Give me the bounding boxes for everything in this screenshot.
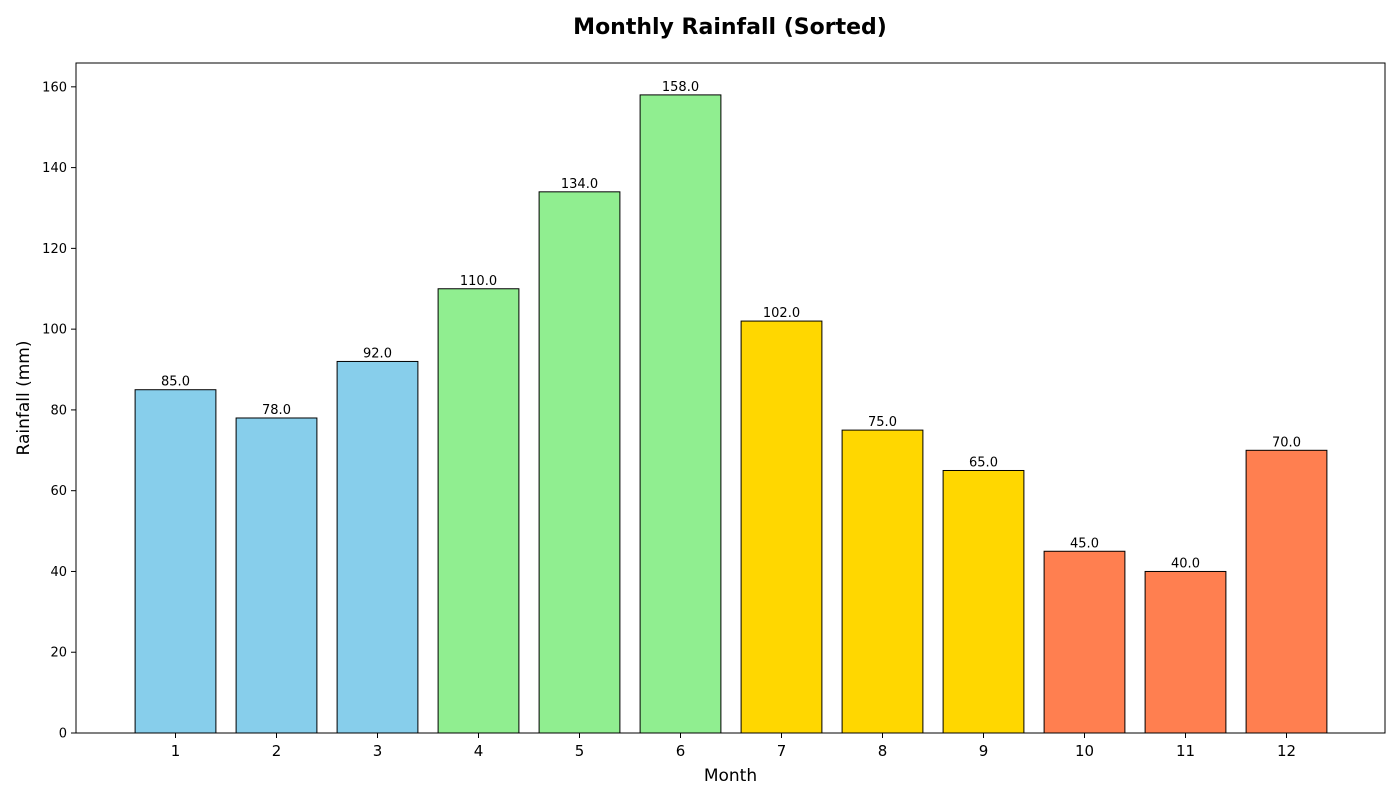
bar-month-3 bbox=[336, 360, 419, 734]
x-tick-label: 7 bbox=[777, 742, 787, 760]
bar-month-9 bbox=[942, 469, 1025, 734]
x-tick-label: 12 bbox=[1277, 742, 1296, 760]
bar-value-label: 92.0 bbox=[363, 346, 392, 361]
bar-month-10 bbox=[1043, 550, 1126, 734]
x-tick-label: 8 bbox=[878, 742, 888, 760]
bar-month-2 bbox=[235, 417, 318, 734]
plot-area-frame bbox=[75, 62, 1386, 734]
bar-value-label: 45.0 bbox=[1070, 536, 1099, 551]
bar-value-label: 102.0 bbox=[763, 306, 800, 321]
y-axis: 0 20 40 60 80 100 120 140 160 bbox=[42, 80, 76, 742]
x-tick-label: 4 bbox=[474, 742, 484, 760]
bar-value-label: 40.0 bbox=[1171, 556, 1200, 571]
x-tick-label: 9 bbox=[979, 742, 989, 760]
bar-value-label: 65.0 bbox=[969, 455, 998, 470]
bar-value-label: 70.0 bbox=[1272, 435, 1301, 450]
x-tick-label: 3 bbox=[373, 742, 383, 760]
x-tick-label: 2 bbox=[272, 742, 282, 760]
y-tick-label: 40 bbox=[50, 565, 67, 580]
x-tick-label: 5 bbox=[575, 742, 585, 760]
bar-month-11 bbox=[1144, 570, 1227, 734]
bar-month-4 bbox=[437, 288, 520, 734]
y-tick-label: 120 bbox=[42, 242, 67, 257]
bar-month-8 bbox=[841, 429, 924, 734]
bar-value-label: 158.0 bbox=[662, 80, 699, 95]
x-tick-label: 10 bbox=[1075, 742, 1094, 760]
y-tick-label: 0 bbox=[59, 727, 67, 742]
bar-value-label: 75.0 bbox=[868, 415, 897, 430]
x-tick-label: 6 bbox=[676, 742, 686, 760]
bar-value-label: 134.0 bbox=[561, 177, 598, 192]
chart-title: Monthly Rainfall (Sorted) bbox=[573, 15, 887, 40]
bar-month-12 bbox=[1245, 449, 1328, 734]
y-tick-label: 20 bbox=[50, 646, 67, 661]
bar-value-label: 85.0 bbox=[161, 375, 190, 390]
bar-value-label: 78.0 bbox=[262, 403, 291, 418]
y-tick-label: 60 bbox=[50, 484, 67, 499]
y-tick-label: 100 bbox=[42, 323, 67, 338]
x-tick-label: 1 bbox=[171, 742, 181, 760]
bar-value-label: 110.0 bbox=[460, 274, 497, 289]
y-axis-title: Rainfall (mm) bbox=[14, 341, 34, 456]
data-labels-layer: 85.0 78.0 92.0 110.0 134.0 158.0 102.0 75.0 65.0… bbox=[161, 80, 1301, 572]
bar-month-5 bbox=[538, 191, 621, 734]
x-axis-title: Month bbox=[704, 766, 757, 786]
bar-month-6 bbox=[639, 94, 722, 734]
x-tick-label: 11 bbox=[1176, 742, 1195, 760]
y-tick-label: 80 bbox=[50, 403, 67, 418]
x-axis: 1 2 3 4 5 6 7 8 9 10 11 12 bbox=[171, 733, 1296, 760]
bar-month-7 bbox=[740, 320, 823, 734]
bars-layer bbox=[134, 94, 1328, 734]
y-tick-label: 140 bbox=[42, 161, 67, 176]
y-tick-label: 160 bbox=[42, 80, 67, 95]
bar-month-1 bbox=[134, 389, 217, 734]
